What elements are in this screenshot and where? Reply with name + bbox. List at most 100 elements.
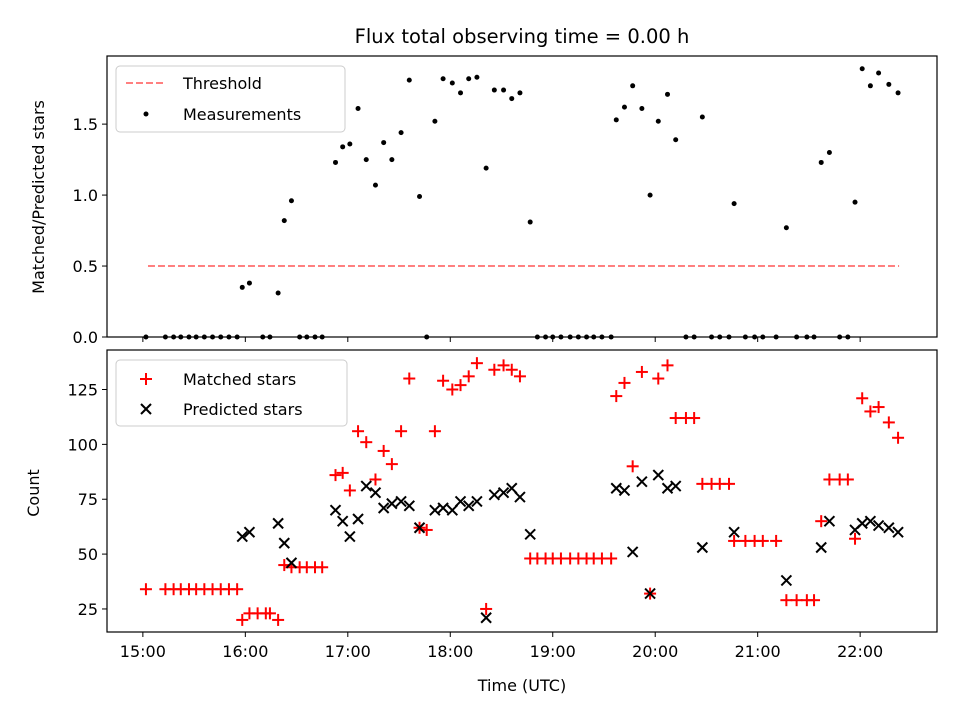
measurement-point (432, 118, 438, 124)
matched-star-marker (454, 379, 467, 392)
measurement-point (509, 96, 515, 102)
count-legend: Matched stars Predicted stars (115, 359, 348, 427)
predicted-star-marker (524, 528, 536, 541)
predicted-star-marker (892, 526, 904, 538)
predicted-star-marker (644, 587, 656, 600)
matched-star-marker (385, 458, 398, 471)
measurement-point (449, 80, 455, 86)
predicted-star-marker (454, 495, 467, 508)
matched-star-marker (756, 534, 769, 547)
measurement-point (673, 137, 679, 143)
predicted-star-marker (636, 475, 648, 488)
count-y-axis-label: Count (24, 469, 43, 517)
measurement-point (647, 192, 653, 198)
measurement-point (246, 280, 252, 286)
ratio-legend: Threshold Measurements (115, 65, 346, 133)
predicted-star-marker (480, 612, 492, 624)
predicted-star-marker (652, 469, 664, 481)
predicted-star-marker (506, 482, 518, 494)
ratio-legend-box (115, 65, 346, 133)
predicted-star-marker (369, 486, 382, 499)
predicted-star-marker (618, 484, 631, 497)
count-plot-frame (106, 349, 938, 633)
count-y-tick-label: 25 (78, 600, 98, 619)
measurement-point (474, 74, 480, 80)
legend-measurements-label: Measurements (183, 105, 301, 124)
predicted-star-marker (395, 495, 407, 508)
predicted-star-marker (377, 502, 390, 514)
measurement-point (818, 159, 824, 165)
predicted-star-marker (488, 489, 501, 501)
predicted-star-marker (285, 557, 298, 569)
matched-star-marker (849, 532, 862, 545)
matched-star-marker (815, 515, 828, 528)
matched-star-marker (369, 473, 382, 486)
predicted-star-marker (446, 504, 459, 516)
ratio-y-axis-label: Matched/Predicted stars (29, 100, 48, 294)
matched-star-marker (513, 370, 526, 383)
matched-star-marker (336, 466, 349, 479)
predicted-star-marker (329, 504, 342, 516)
matched-star-marker (780, 594, 793, 607)
predicted-star-marker (236, 530, 248, 543)
matched-star-marker (462, 370, 475, 383)
predicted-star-marker (352, 513, 364, 525)
measurement-point (895, 90, 901, 96)
matched-star-marker (352, 425, 365, 438)
predicted-star-marker (437, 502, 449, 514)
predicted-star-marker (386, 497, 398, 510)
measurement-point (347, 141, 353, 147)
ratio-y-tick-label: 1.5 (73, 115, 98, 134)
measurement-point (381, 140, 387, 146)
matched-star-marker (882, 416, 895, 429)
predicted-star-marker (497, 486, 510, 499)
matched-star-marker (892, 431, 905, 444)
measurement-point (630, 83, 636, 89)
matched-star-marker (856, 392, 869, 405)
predicted-star-marker (780, 574, 793, 587)
matched-star-marker (377, 444, 390, 457)
matched-star-marker (669, 412, 682, 425)
matched-star-marker (864, 405, 877, 418)
measurement-point (355, 106, 361, 112)
matched-star-marker (652, 372, 665, 385)
ratio-y-tick-label: 0.5 (73, 257, 98, 276)
measurement-point (398, 130, 404, 136)
count-y-tick-label: 75 (78, 490, 98, 509)
predicted-star-marker (471, 495, 483, 508)
predicted-star-marker (463, 500, 475, 512)
predicted-star-marker (429, 504, 441, 516)
matched-star-marker (635, 365, 648, 378)
matched-star-marker (329, 469, 342, 482)
count-y-tick-label: 50 (78, 545, 98, 564)
measurement-point (501, 87, 507, 93)
ratio-plot: 0.0 0.5 1.0 1.5 Matched/Predicted stars Thr… (29, 55, 938, 347)
measurement-point (363, 157, 369, 163)
chart-title: Flux total observing time = 0.00 h (355, 25, 690, 48)
x-tick-label: 17:00 (325, 642, 371, 661)
measurement-point (281, 218, 287, 224)
predicted-star-marker (823, 515, 836, 527)
x-tick-label: 16:00 (222, 642, 268, 661)
measurement-point (655, 118, 661, 124)
legend-predicted-swatch (140, 403, 152, 415)
matched-star-marker (661, 359, 674, 372)
x-tick-label: 20:00 (632, 642, 678, 661)
predicted-star-marker (610, 482, 622, 494)
matched-star-marker (231, 583, 244, 596)
predicted-star-marker (514, 491, 526, 503)
x-axis-label: Time (UTC) (477, 676, 566, 695)
measurement-point (406, 77, 412, 83)
matched-star-marker (823, 473, 836, 486)
matched-star-marker (688, 412, 701, 425)
measurement-point (886, 81, 892, 87)
measurement-point (239, 284, 245, 290)
measurement-point (621, 104, 627, 110)
measurement-point (867, 83, 873, 89)
measurement-point (466, 76, 472, 82)
x-tick-label: 21:00 (735, 642, 781, 661)
matched-star-marker (236, 613, 249, 626)
measurement-point (333, 159, 339, 165)
matched-star-marker (505, 363, 518, 376)
measurement-point (491, 87, 497, 93)
